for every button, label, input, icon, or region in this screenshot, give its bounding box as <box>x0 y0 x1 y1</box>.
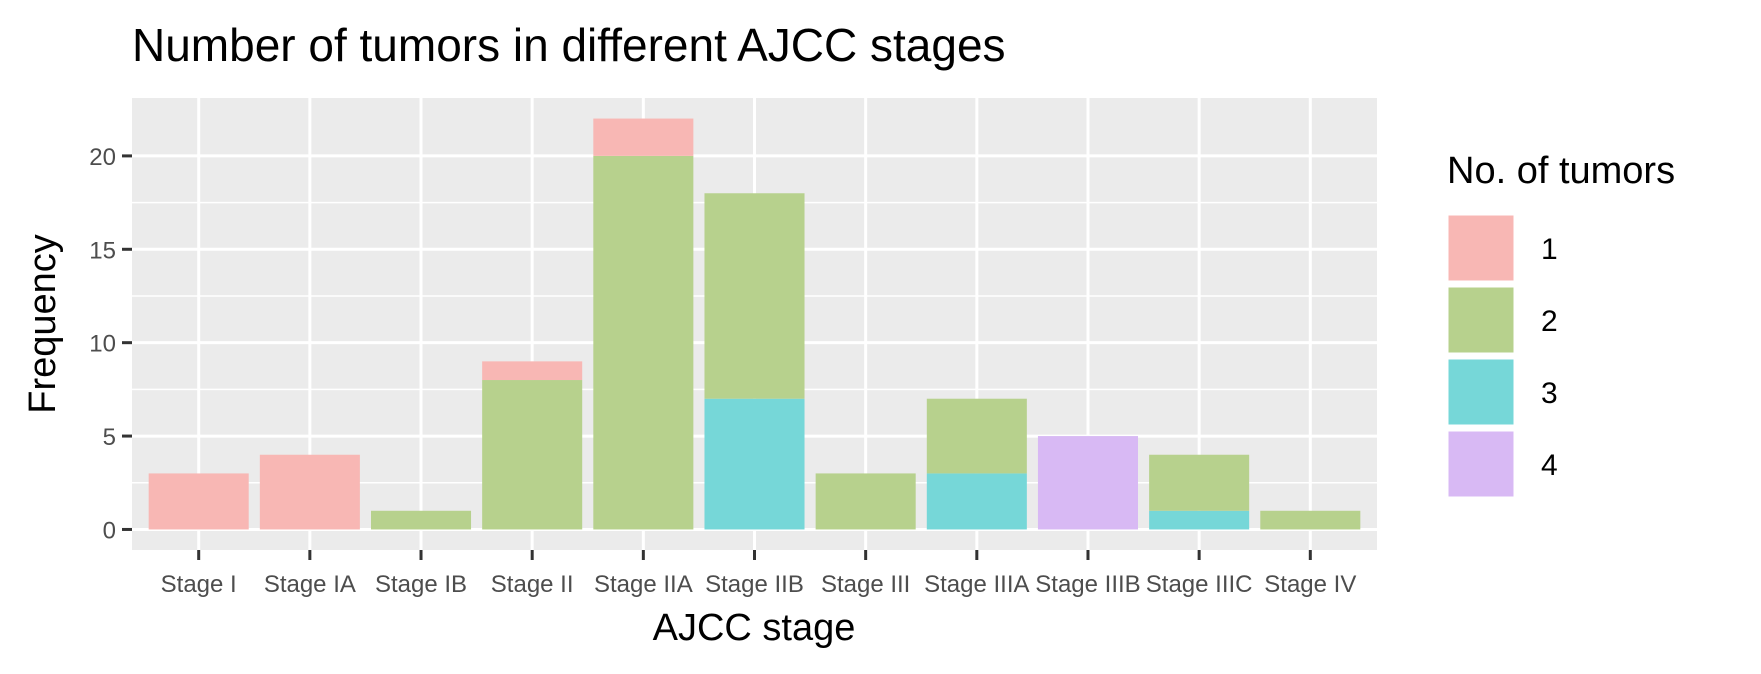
bars <box>148 118 1361 530</box>
legend-label: 3 <box>1541 377 1558 410</box>
bar-segment <box>1149 510 1250 530</box>
legend-label: 4 <box>1541 449 1558 482</box>
bar-segment <box>926 473 1027 530</box>
x-tick-label: Stage IV <box>1264 571 1356 598</box>
x-tick-label: Stage II <box>491 571 574 598</box>
x-axis-title: AJCC stage <box>653 607 856 649</box>
legend-label: 1 <box>1541 233 1558 266</box>
x-tick-label: Stage IA <box>264 571 356 598</box>
bar-segment <box>1260 510 1361 530</box>
bar-segment <box>1149 454 1250 511</box>
bar-segment <box>704 398 805 530</box>
bar-segment <box>815 473 916 530</box>
y-tick-label: 10 <box>89 331 116 358</box>
bar-segment <box>482 361 583 381</box>
legend-key <box>1445 212 1517 284</box>
x-tick-label: Stage III <box>821 571 910 598</box>
y-axis: 0 5 10 15 20 <box>89 144 132 544</box>
bar-segment <box>593 155 694 530</box>
y-tick-label: 20 <box>89 144 116 171</box>
legend-title: No. of tumors <box>1447 150 1675 192</box>
x-tick-label: Stage IIB <box>705 571 804 598</box>
legend-key <box>1445 428 1517 500</box>
y-tick-label: 15 <box>89 237 116 264</box>
bar-segment <box>593 118 694 156</box>
x-tick-label: Stage IIIC <box>1146 571 1253 598</box>
bar-segment <box>482 380 583 530</box>
y-tick-label: 0 <box>103 517 116 544</box>
bar-segment <box>704 193 805 399</box>
y-tick-label: 5 <box>103 424 116 451</box>
legend-key <box>1445 356 1517 428</box>
legend-key <box>1445 284 1517 356</box>
x-tick-label: Stage IIIB <box>1035 571 1140 598</box>
x-tick-label: Stage IIA <box>594 571 693 598</box>
legend: No. of tumors 1 2 3 4 <box>1445 150 1675 500</box>
y-axis-title: Frequency <box>22 234 64 414</box>
bar-segment <box>926 398 1027 474</box>
x-tick-label: Stage IIIA <box>924 571 1029 598</box>
bar-segment <box>370 510 472 530</box>
x-axis: Stage I Stage IA Stage IB Stage II Stage IIA… <box>161 550 1356 598</box>
bar-segment <box>259 454 360 530</box>
chart-title: Number of tumors in different AJCC stage… <box>132 19 1006 71</box>
x-tick-label: Stage IB <box>375 571 467 598</box>
legend-label: 2 <box>1541 305 1558 338</box>
x-tick-label: Stage I <box>161 571 237 598</box>
bar-segment <box>1037 436 1139 530</box>
bar-segment <box>148 473 249 530</box>
